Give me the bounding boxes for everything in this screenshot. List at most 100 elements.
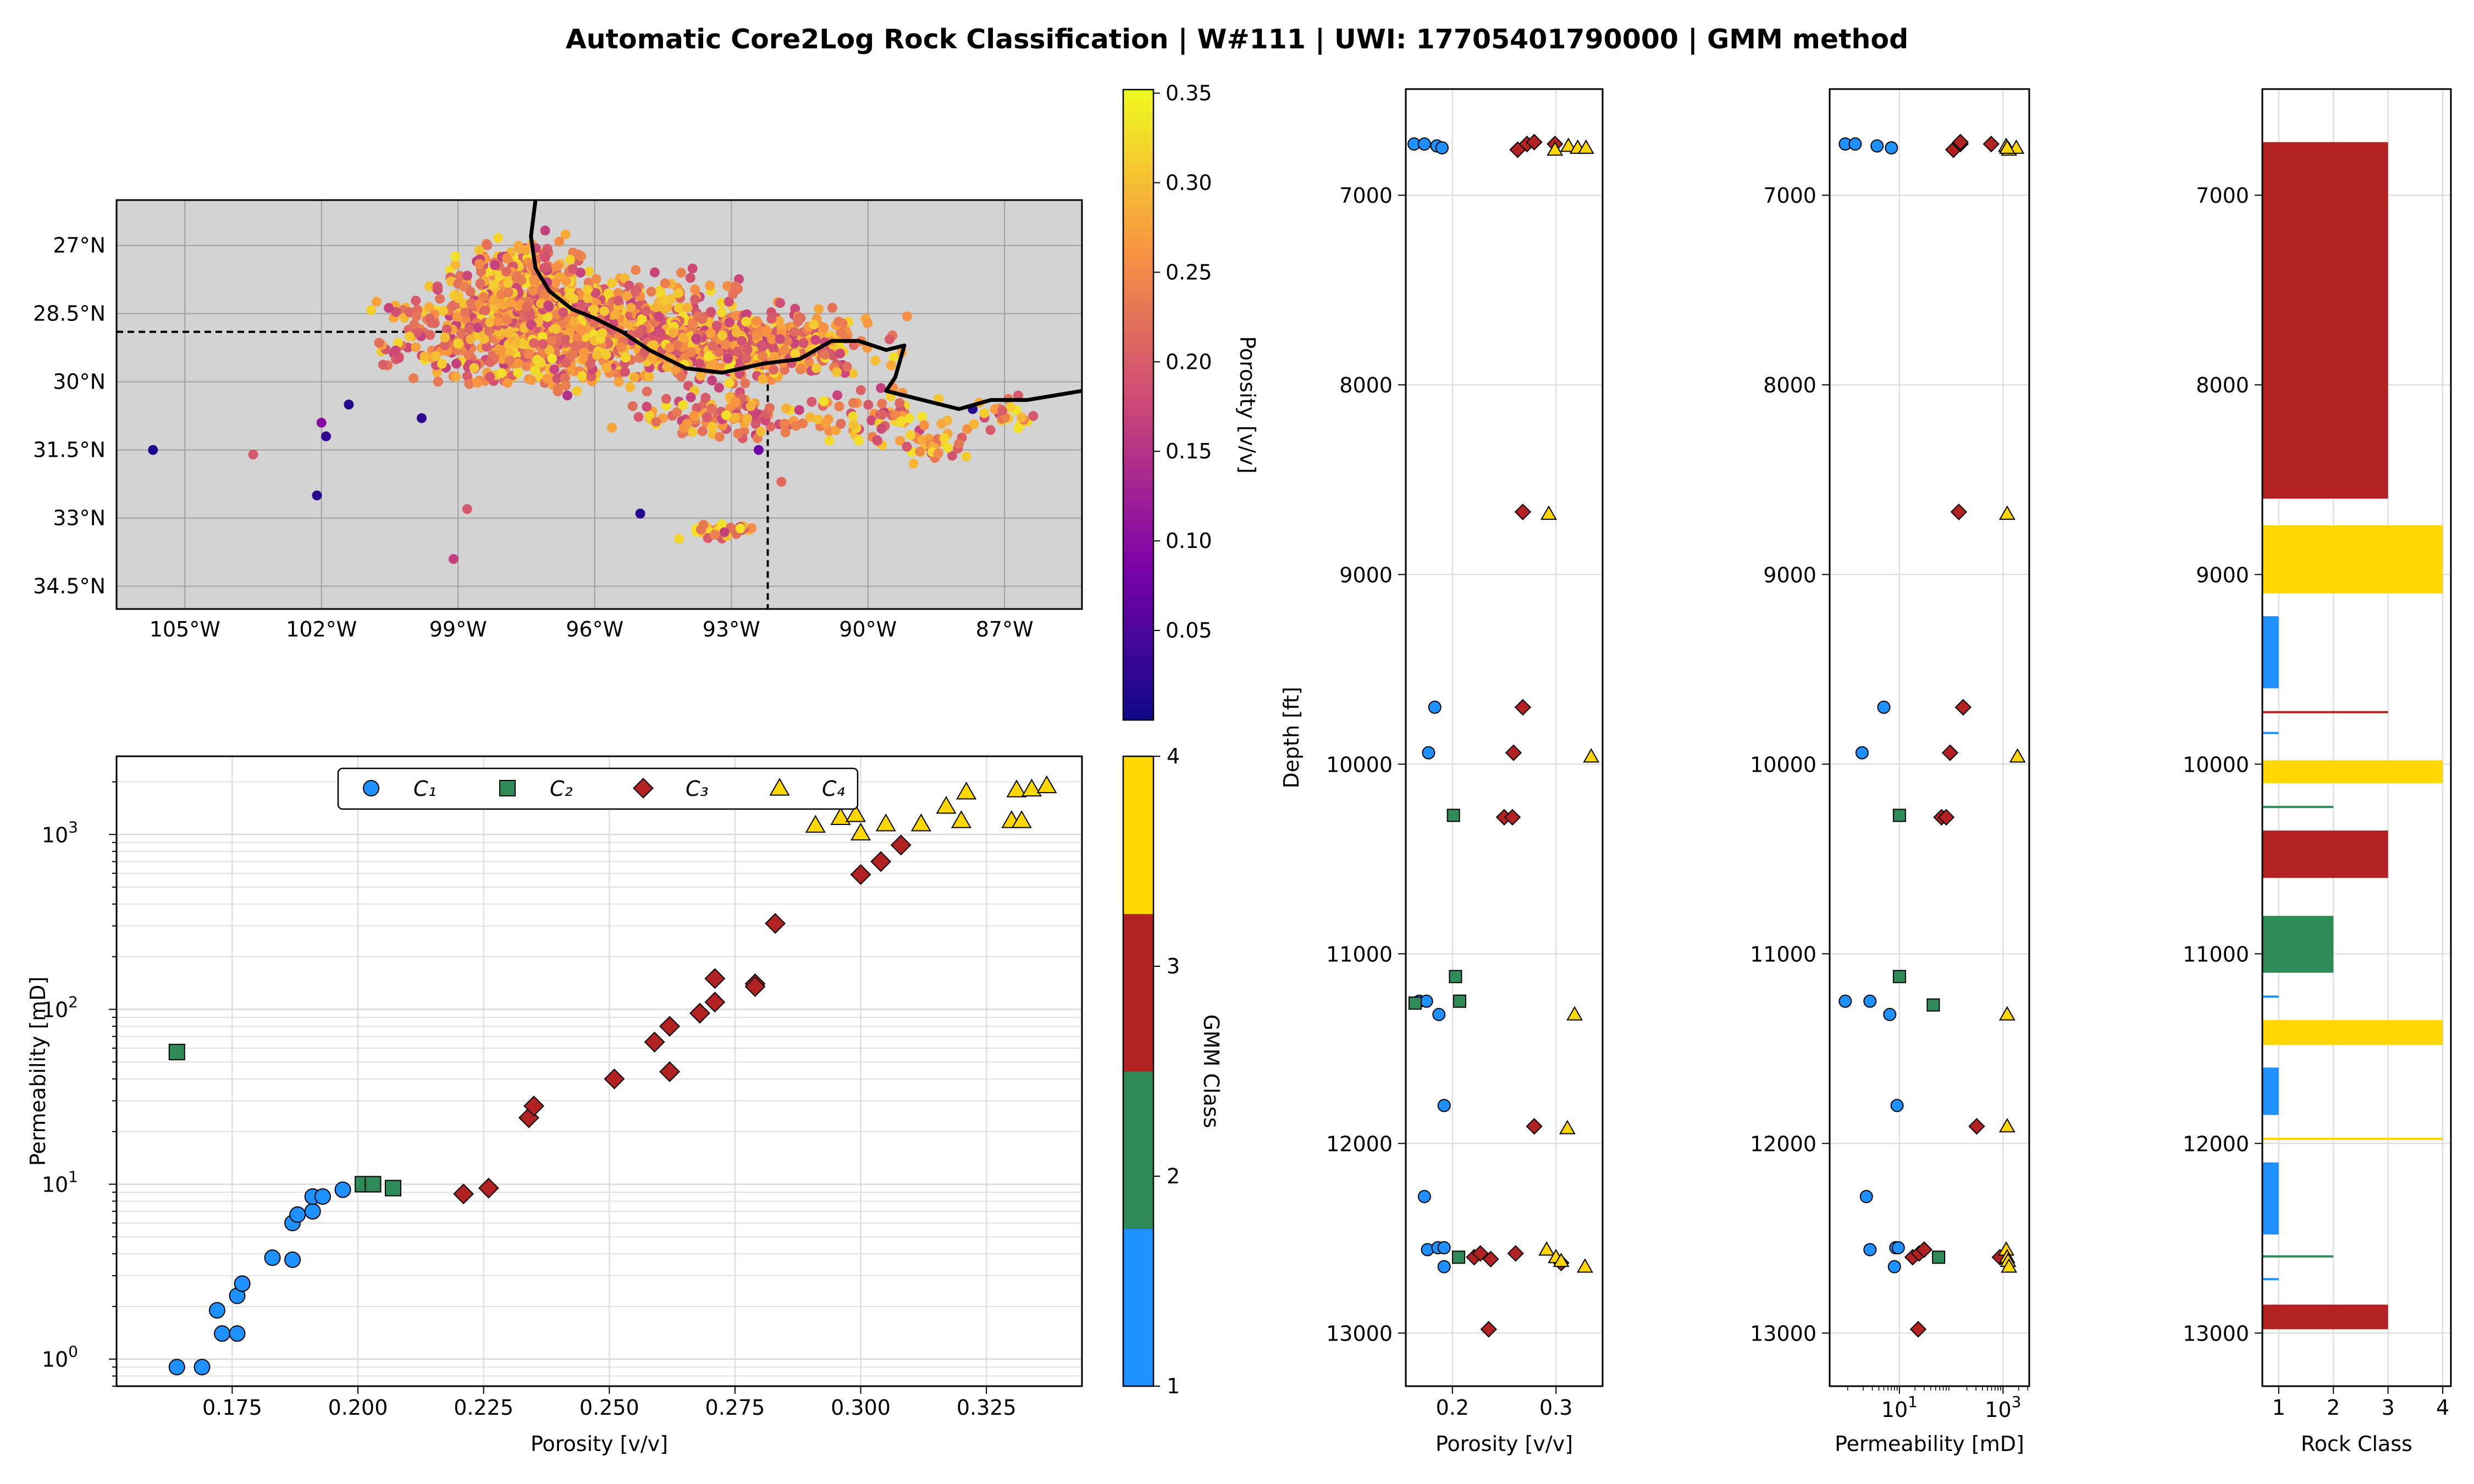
map-sample-point (485, 372, 495, 382)
depth-perm-point-c4 (2001, 1258, 2018, 1273)
depth-perm-point-c1 (1855, 746, 1869, 760)
crossplot-point-c3 (850, 864, 871, 885)
depth-perm-point-c4 (1998, 1006, 2015, 1021)
crossplot-point-c2 (365, 1176, 382, 1193)
map-sample-point (833, 316, 844, 326)
map-sample-point (855, 385, 866, 395)
crossplot-y-tick-base: 10 (42, 998, 68, 1022)
map-sample-point (562, 390, 573, 401)
map-sample-point (694, 358, 705, 369)
crossplot-x-tick-label: 0.250 (579, 1396, 639, 1420)
crossplot-point-c1 (234, 1275, 251, 1292)
map-sample-point (646, 286, 656, 297)
depth-porosity-point-c4 (1538, 1241, 1555, 1256)
track-x-tick-exp: 1 (1908, 1393, 1918, 1411)
map-sample-point (819, 323, 829, 333)
map-sample-point (755, 427, 766, 437)
depth-perm-point-c3 (1915, 1241, 1933, 1258)
depth-porosity-point-c1 (1420, 994, 1433, 1008)
depth-porosity-point-c2 (1408, 996, 1422, 1010)
track-y-tick-label: 8000 (1763, 373, 1816, 397)
map-sample-point (692, 403, 702, 413)
depth-porosity-point-c1 (1432, 1007, 1446, 1021)
track-frame (2261, 88, 2452, 1387)
map-sample-point (902, 441, 912, 452)
map-sample-point (148, 445, 158, 455)
crossplot-point-c2 (168, 1044, 185, 1061)
map-sample-point (560, 373, 570, 383)
depth-porosity-point-c3 (1505, 744, 1522, 761)
porosity-colorbar-segment (1123, 594, 1153, 605)
map-sample-point (474, 245, 484, 256)
depth-porosity-point-c3 (1482, 1250, 1499, 1267)
map-sample-point (589, 304, 599, 314)
map-sample-point (780, 427, 791, 438)
map-sample-point (764, 403, 775, 413)
map-sample-point (730, 281, 741, 291)
depth-perm-point-c2 (1926, 998, 1940, 1012)
map-sample-point (758, 374, 768, 384)
rock-class-interval-2 (2262, 806, 2334, 809)
porosity-colorbar-segment (1123, 573, 1153, 584)
depth-perm-point-c1 (1838, 994, 1852, 1008)
porosity-colorbar-tick-label: 0.35 (1166, 81, 1212, 106)
map-sample-point (824, 435, 835, 446)
map-sample-point (985, 425, 996, 435)
class-colorbar-segment (1123, 913, 1153, 1072)
map-sample-point (448, 554, 459, 564)
map-sample-point (565, 254, 575, 265)
map-sample-point (724, 317, 735, 328)
map-sample-point (686, 347, 697, 357)
map-sample-point (886, 360, 896, 370)
depth-perm-point-c1 (1891, 1241, 1905, 1255)
map-sample-point (424, 302, 434, 312)
map-sample-point (737, 336, 747, 346)
depth-perm-point-c4 (1998, 505, 2015, 520)
depth-perm-series-c3 (1904, 134, 2008, 1338)
porosity-colorbar-segment (1123, 614, 1153, 626)
rock-class-interval-3 (2262, 142, 2388, 499)
track-area (1406, 89, 1603, 1386)
map-sample-point (703, 351, 714, 362)
map-sample-point (482, 240, 493, 251)
map-sample-point (741, 317, 752, 327)
map-sample-point (601, 362, 612, 373)
track-x-tick-label: 101 (1881, 1393, 1918, 1422)
porosity-colorbar-segment (1123, 121, 1153, 132)
map-sample-point (440, 333, 450, 343)
map-sample-point (836, 418, 846, 429)
map-lat-label: 27°N (53, 234, 106, 258)
rock-class-interval-1 (2262, 995, 2279, 998)
map-lon-label: 96°W (566, 617, 623, 641)
map-sample-point (544, 301, 554, 312)
map-sample-point (819, 396, 829, 406)
track-y-tick-label: 12000 (1750, 1132, 1816, 1156)
crossplot-point-c3 (478, 1177, 499, 1199)
map-sample-point (366, 305, 377, 315)
depth-perm-point-c1 (1848, 137, 1862, 151)
map-sample-point (848, 368, 858, 379)
map-sample-point (599, 306, 610, 317)
map-sample-point (820, 418, 831, 428)
class-colorbar-label: GMM Class (1199, 1014, 1223, 1128)
map-sample-point (610, 309, 621, 320)
class-colorbar-segment (1123, 756, 1153, 914)
map-sample-point (592, 350, 602, 360)
map-sample-point (740, 378, 750, 389)
map-sample-point (544, 345, 555, 356)
crossplot-point-c1 (304, 1203, 321, 1220)
map-sample-point (659, 303, 670, 314)
porosity-colorbar-segment (1123, 100, 1153, 112)
crossplot-legend: C₁ C₂ C₃ C₄ (337, 767, 859, 810)
map-lat-label: 33°N (53, 506, 106, 530)
map-sample-point (411, 295, 421, 306)
map-sample-point (811, 363, 821, 374)
porosity-colorbar-segment (1123, 541, 1153, 553)
track-y-tick-label: 9000 (1339, 563, 1393, 587)
rock-class-interval-1 (2262, 1067, 2279, 1115)
map-sample-point (521, 361, 532, 372)
depth-porosity-point-c4 (1540, 505, 1557, 520)
map-sample-point (687, 427, 698, 437)
map-sample-point (635, 508, 645, 519)
map-sample-point (613, 287, 623, 298)
